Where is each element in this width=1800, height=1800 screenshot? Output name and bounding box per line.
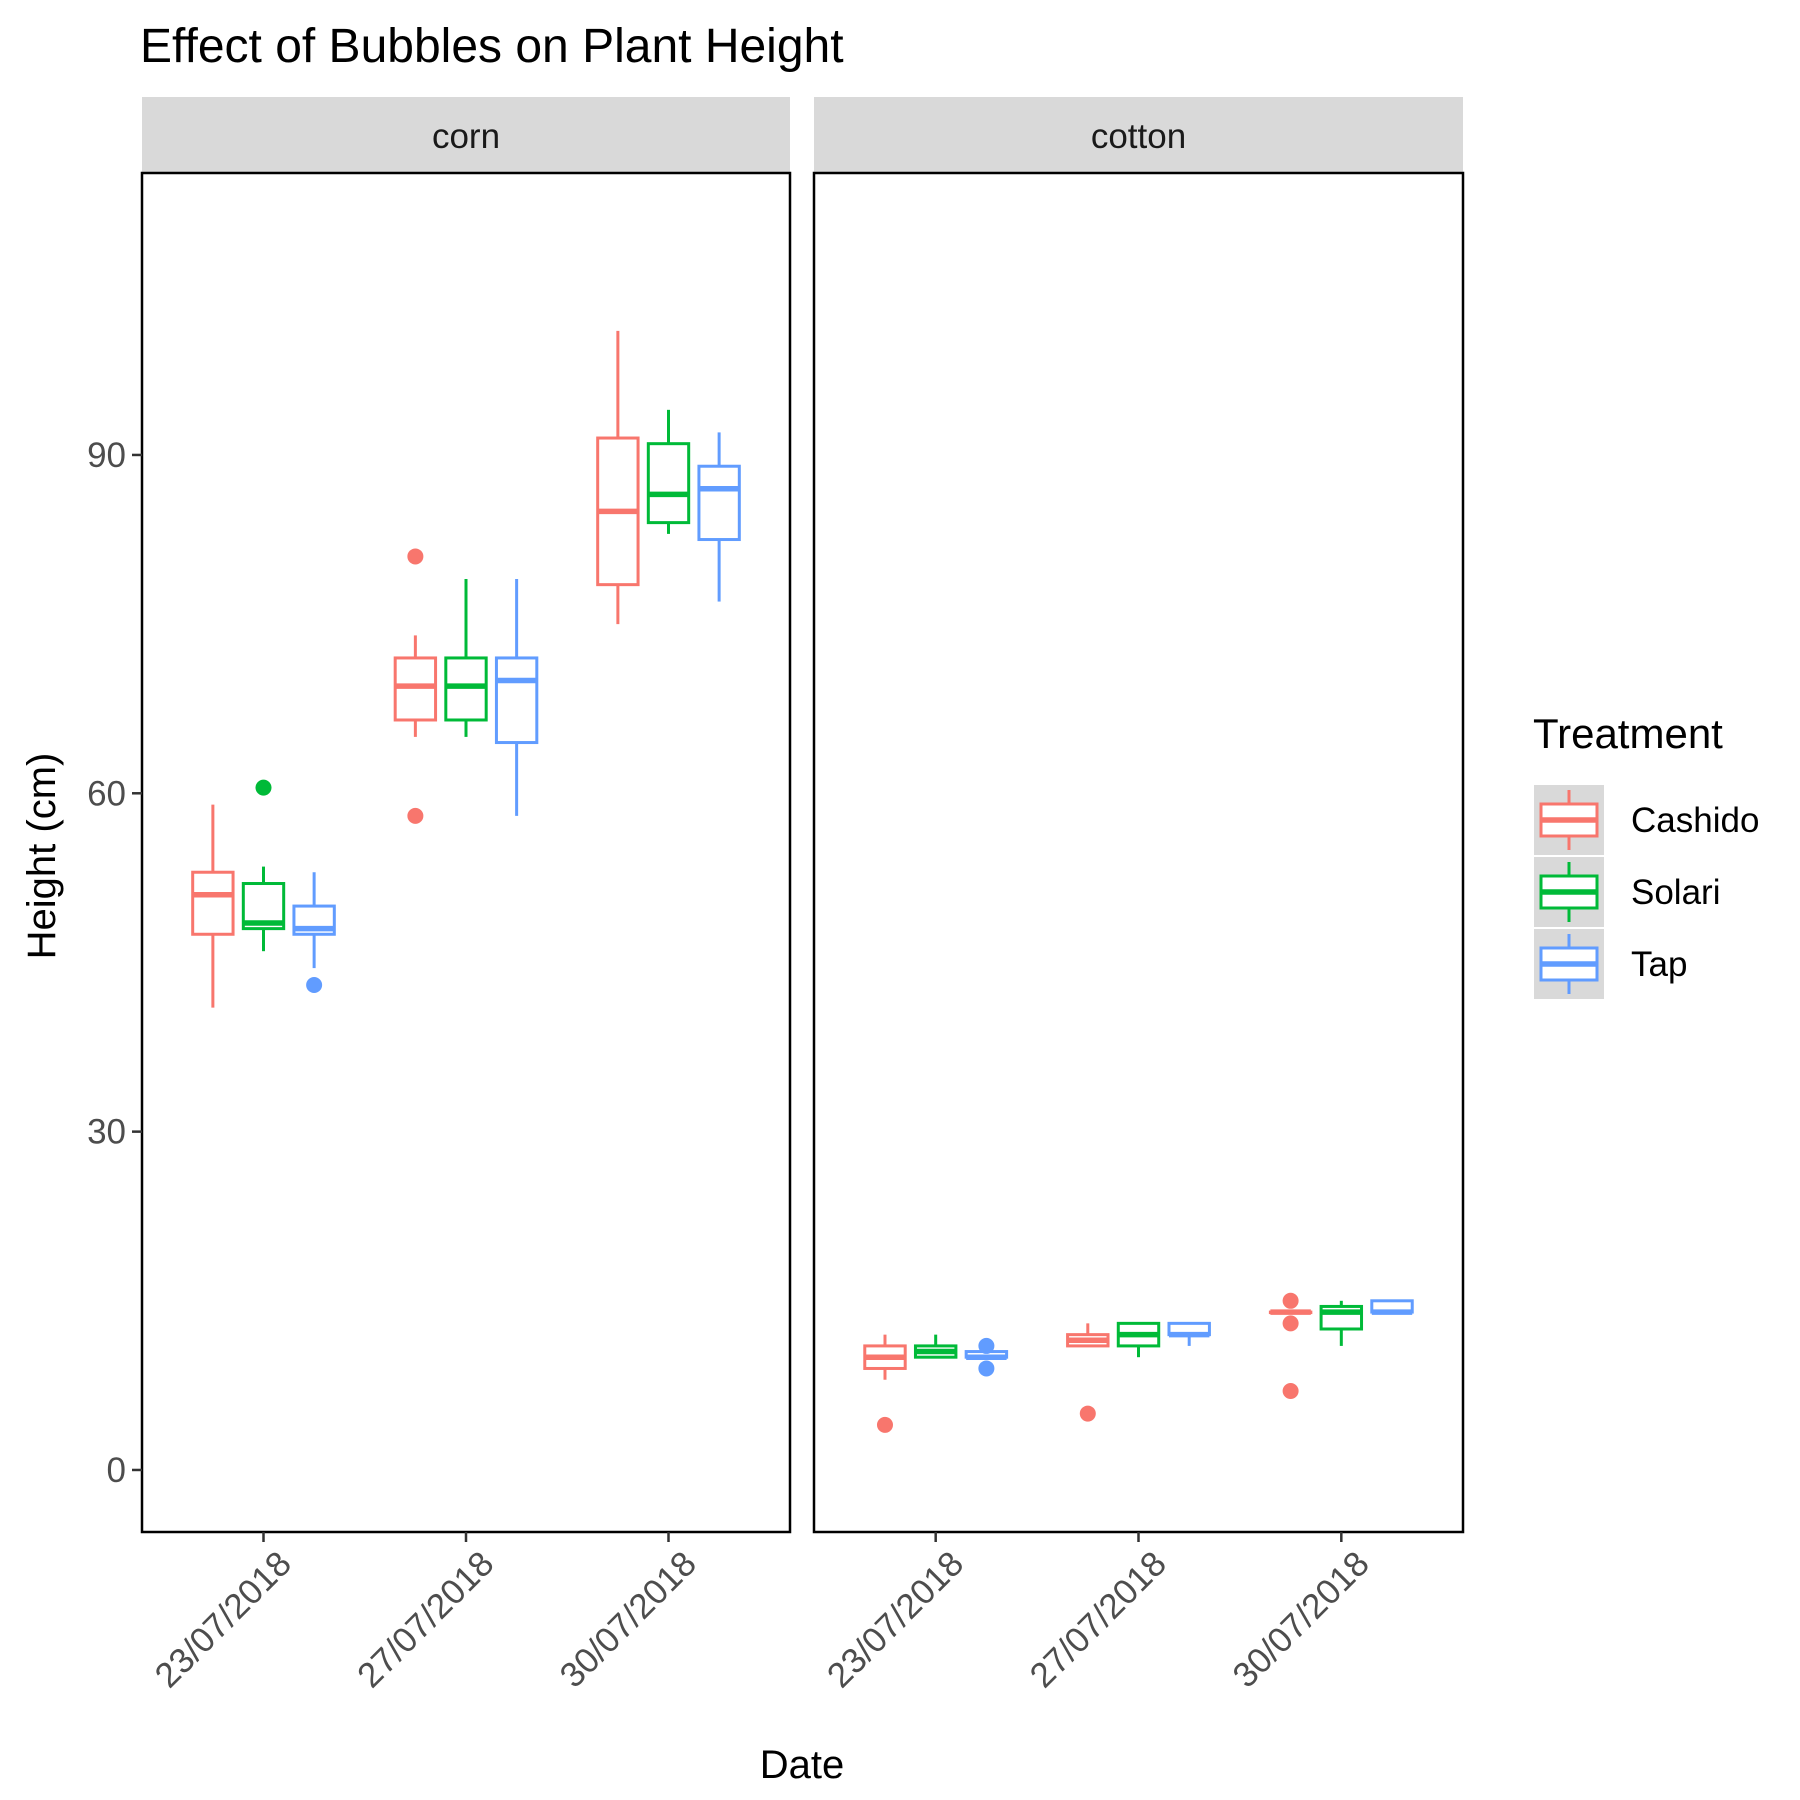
box-body (444, 656, 488, 722)
box-body (697, 464, 741, 542)
legend-label-solari: Solari (1631, 873, 1720, 912)
series-cotton-cashido (863, 1292, 1313, 1433)
series-cotton-tap (964, 1299, 1414, 1377)
x-tick-label: 27/07/2018 (1023, 1544, 1174, 1695)
y-axis-label: Height (cm) (20, 753, 64, 960)
x-tick-label: 23/07/2018 (148, 1544, 299, 1695)
outlier-point (876, 1416, 893, 1433)
outlier-point (978, 1337, 995, 1354)
box-corn-tap-2 (494, 579, 539, 816)
box-corn-solari-2 (444, 579, 488, 737)
strip-background-cotton (814, 97, 1463, 173)
x-tick-label: 30/07/2018 (1225, 1544, 1376, 1695)
box-cotton-tap-3 (1370, 1299, 1414, 1315)
outlier-point (1282, 1315, 1299, 1332)
series-corn-solari (241, 409, 691, 952)
facet-panel-cotton: cotton 23/07/2018 27/07/2018 30/07/2018 (812, 97, 1465, 1695)
legend-item-solari: Solari (1532, 855, 1720, 929)
box-corn-tap-3 (697, 432, 741, 602)
x-tick-label: 23/07/2018 (820, 1544, 971, 1695)
box-corn-cashido-3 (596, 330, 640, 625)
outlier-point (407, 807, 424, 824)
legend-item-cashido: Cashido (1532, 783, 1759, 857)
box-cotton-tap-1 (964, 1337, 1009, 1377)
box-cotton-cashido-3 (1268, 1292, 1313, 1400)
x-tick-label: 30/07/2018 (553, 1544, 704, 1695)
legend-label-tap: Tap (1631, 945, 1687, 984)
box-body (393, 656, 438, 722)
outlier-point (1282, 1292, 1299, 1309)
series-corn-tap (292, 432, 741, 994)
legend-title: Treatment (1533, 710, 1723, 757)
chart-title: Effect of Bubbles on Plant Height (140, 20, 844, 73)
y-tick-label: 60 (87, 774, 126, 813)
y-tick-label: 0 (107, 1451, 126, 1490)
y-tick-label: 30 (87, 1113, 126, 1152)
facet-panel-corn: corn 23/07/2018 27/07/2018 30/07/2018 (140, 97, 792, 1695)
box-cotton-solari-2 (1116, 1321, 1161, 1358)
outlier-point (978, 1360, 995, 1377)
strip-label-corn: corn (432, 117, 500, 156)
legend: Treatment Cashido Solari Tap (1532, 710, 1759, 1001)
outlier-point (1282, 1383, 1299, 1400)
outlier-point (255, 779, 272, 796)
legend-item-tap: Tap (1532, 927, 1687, 1001)
outlier-point (407, 548, 424, 565)
series-corn-cashido (191, 330, 640, 1008)
box-cotton-cashido-2 (1066, 1323, 1110, 1422)
box-corn-solari-1 (241, 779, 286, 952)
box-body (191, 870, 235, 936)
panel-border-corn (140, 171, 792, 1534)
box-cotton-cashido-1 (863, 1334, 907, 1433)
box-cotton-solari-1 (913, 1334, 958, 1359)
y-axis: 0 30 60 90 (87, 436, 142, 1490)
outlier-point (306, 977, 323, 994)
box-cotton-tap-2 (1167, 1321, 1211, 1346)
outlier-point (1079, 1405, 1096, 1422)
box-corn-cashido-1 (191, 804, 235, 1008)
box-body (494, 656, 539, 745)
box-corn-tap-1 (292, 872, 336, 994)
strip-background-corn (142, 97, 790, 173)
x-tick-label: 27/07/2018 (350, 1544, 501, 1695)
y-tick-label: 90 (87, 436, 126, 475)
legend-label-cashido: Cashido (1631, 801, 1759, 840)
series-cotton-solari (913, 1300, 1364, 1359)
x-axis-label: Date (760, 1743, 845, 1787)
box-cotton-solari-3 (1319, 1300, 1364, 1346)
box-body (646, 442, 691, 525)
strip-label-cotton: cotton (1091, 117, 1186, 156)
box-corn-solari-3 (646, 409, 691, 534)
box-corn-cashido-2 (393, 548, 438, 824)
